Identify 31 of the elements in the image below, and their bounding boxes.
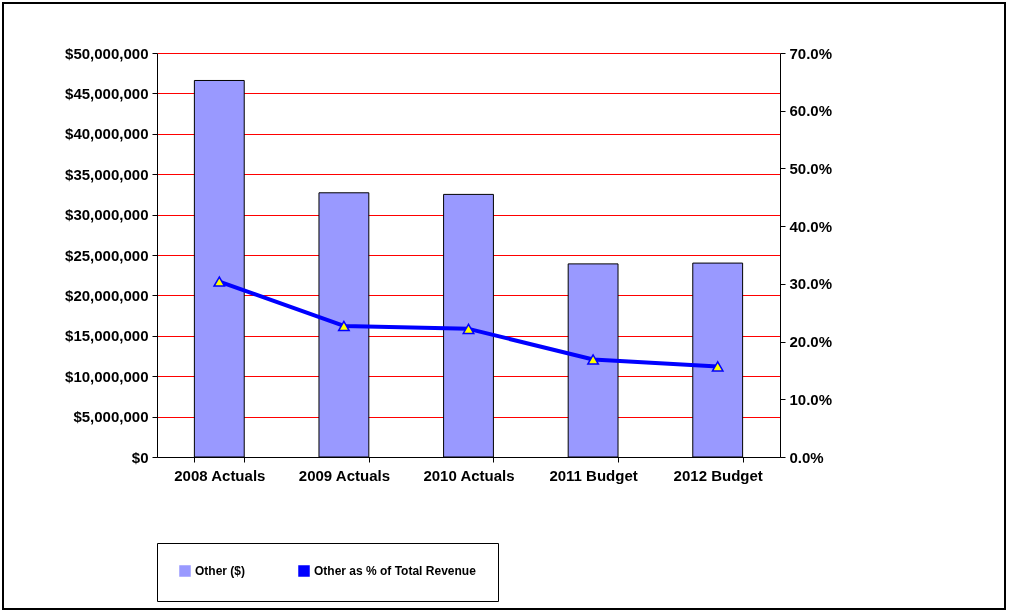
point	[587, 354, 600, 365]
point	[213, 276, 226, 287]
y2-tick-label: 60.0%	[789, 102, 833, 120]
legend-label: Other ($)	[195, 564, 246, 578]
y2-tick-label: 20.0%	[789, 333, 833, 351]
y2-tick-label: 50.0%	[789, 159, 833, 177]
y-tick-label: $50,000,000	[65, 44, 149, 62]
y-tick-label: $5,000,000	[73, 408, 149, 426]
y-tick-label: $20,000,000	[65, 286, 149, 304]
y-tick-label: $25,000,000	[65, 246, 149, 264]
x-tick-label: 2011 Budget	[549, 466, 638, 484]
y-tick-label: $15,000,000	[65, 327, 149, 345]
y2-tick-label: 40.0%	[789, 217, 833, 235]
y-tick-label: $0	[131, 448, 149, 466]
point	[337, 320, 350, 332]
y2-tick-label: 70.0%	[789, 44, 833, 62]
y2-tick-label: 0.0%	[789, 448, 824, 466]
x-tick-label: 2010 Actuals	[423, 466, 515, 484]
x-tick-label: 2012 Budget	[673, 466, 763, 484]
y-tick-label: $30,000,000	[65, 206, 149, 224]
point	[711, 361, 724, 372]
x-tick-label: 2009 Actuals	[298, 466, 390, 484]
y-tick-label: $35,000,000	[65, 165, 149, 183]
y-tick-label: $45,000,000	[65, 84, 149, 102]
point	[462, 323, 475, 335]
x-tick-label: 2008 Actuals	[174, 466, 266, 484]
y-tick-label: $40,000,000	[65, 125, 149, 143]
y2-tick-label: 30.0%	[789, 275, 833, 293]
y-tick-label: $10,000,000	[65, 367, 149, 385]
legend-label: Other as % of Total Revenue	[314, 564, 477, 578]
y2-tick-label: 10.0%	[789, 390, 833, 408]
